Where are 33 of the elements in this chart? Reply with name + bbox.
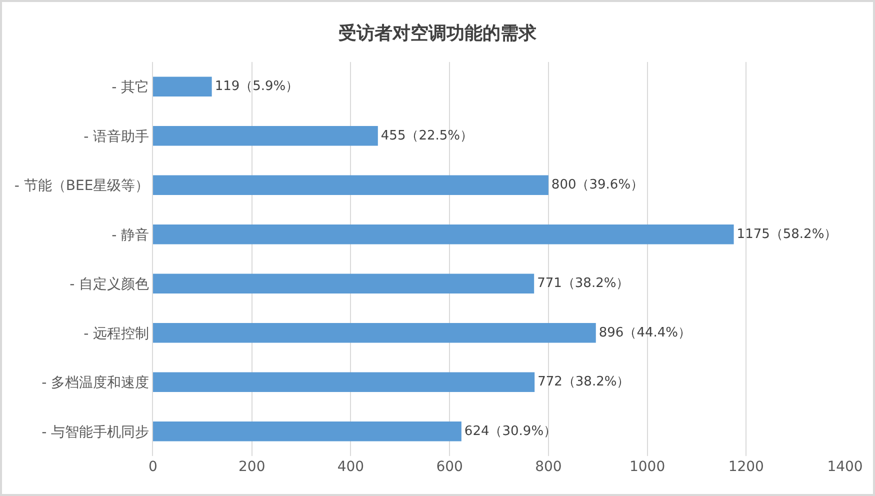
- x-tick-label: 800: [535, 459, 562, 475]
- y-tick-label: - 多档温度和速度: [42, 375, 150, 392]
- data-label: 1175（58.2%）: [736, 226, 838, 242]
- y-tick-label: - 静音: [112, 227, 150, 244]
- bar: [153, 76, 212, 96]
- x-tick-label: 200: [238, 459, 266, 475]
- data-label: 455（22.5%）: [380, 128, 474, 144]
- x-tick-label: 0: [148, 459, 158, 475]
- x-tick-label: 1400: [827, 459, 863, 475]
- bar: [153, 274, 534, 294]
- bar: [153, 175, 548, 195]
- y-tick-label: - 自定义颜色: [70, 276, 150, 293]
- data-label: 896（44.4%）: [598, 325, 692, 340]
- data-label: 119（5.9%）: [214, 79, 299, 94]
- bar: [153, 224, 734, 244]
- bar: [153, 126, 378, 146]
- y-tick-label: - 与智能手机同步: [42, 424, 150, 440]
- y-tick-label: - 其它: [112, 80, 150, 96]
- x-tick-label: 600: [436, 459, 463, 475]
- y-tick-label: - 语音助手: [84, 128, 150, 145]
- x-tick-label: 400: [337, 459, 364, 475]
- x-tick-label: 1000: [629, 459, 666, 475]
- data-label: 624（30.9%）: [464, 424, 557, 439]
- bar: [153, 372, 535, 392]
- y-tick-label: - 远程控制: [84, 326, 150, 342]
- data-label: 800（39.6%）: [551, 178, 644, 193]
- x-tick-label: 1200: [728, 459, 764, 475]
- bar: [153, 422, 462, 442]
- y-tick-label: - 节能（BEE星级等）: [14, 178, 150, 194]
- data-label: 771（38.2%）: [537, 276, 630, 292]
- chart-title: 受访者对空调功能的需求: [338, 23, 538, 44]
- data-label: 772（38.2%）: [538, 374, 630, 390]
- bar: [153, 323, 596, 343]
